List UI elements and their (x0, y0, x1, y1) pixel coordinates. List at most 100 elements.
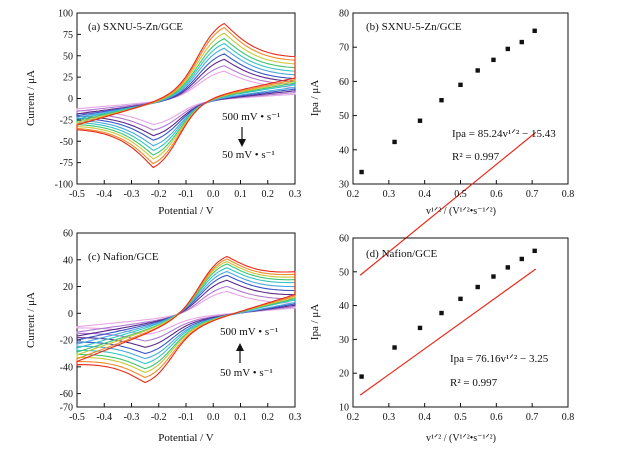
data-point (475, 284, 480, 290)
panel-b-yticks: 30 40 50 60 70 80 (339, 9, 357, 191)
x-tick-label: 0.3 (289, 412, 302, 423)
panel-d-equation: Ipa = 76.16v¹ᐟ² − 3.25 (450, 353, 549, 365)
x-tick-label: 0.1 (234, 412, 247, 423)
x-tick-label: 0.3 (383, 189, 396, 200)
cv-curve-3 (76, 279, 296, 348)
panel-c-xticks: -0.5 -0.4 -0.3 -0.2 -0.1 0.0 0.1 0.2 0.3 (69, 403, 301, 423)
data-point (491, 274, 496, 279)
x-tick-label: -0.5 (69, 189, 85, 200)
panel-d-points (359, 248, 537, 379)
y-tick-label: 60 (339, 77, 349, 88)
panel-b: 0.2 0.3 0.4 0.5 0.6 0.7 0.8 30 40 50 60 70 80 (b) S… (309, 9, 574, 276)
panel-d-xlabel: v¹ᐟ² / (V¹ᐟ²•s⁻¹ᐟ²) (426, 433, 496, 444)
panel-d-ylabel: Ipa / μA (309, 304, 321, 340)
x-tick-label: -0.3 (124, 412, 140, 423)
panel-d-yticks: 10 20 30 40 50 60 (339, 234, 357, 414)
cv-curve-5 (76, 270, 296, 360)
cv-curve-1 (76, 290, 296, 336)
panel-b-equation: Ipa = 85.24v¹ᐟ² − 15.43 (452, 128, 556, 140)
x-tick-label: 0.1 (234, 189, 247, 200)
x-tick-label: 0.6 (490, 189, 503, 200)
data-point (439, 98, 444, 103)
data-point (519, 39, 524, 45)
panel-a: -0.5 -0.4 -0.3 -0.2 -0.1 0.0 0.1 0.2 0.3 -100 -75… (25, 9, 301, 218)
data-point (475, 68, 480, 73)
x-tick-label: 0.3 (289, 189, 302, 200)
x-tick-label: 0.5 (454, 189, 467, 200)
panel-c-title: (c) Nafion/GCE (88, 251, 159, 263)
panel-a-xticks: -0.5 -0.4 -0.3 -0.2 -0.1 0.0 0.1 0.2 0.3 (69, 180, 301, 200)
y-tick-label: 75 (63, 30, 73, 41)
panel-c-annotation-bottom: 50 mV • s⁻¹ (220, 367, 273, 379)
x-tick-label: 0.5 (454, 412, 467, 423)
y-tick-label: 0 (68, 309, 73, 320)
y-tick-label: 10 (339, 403, 349, 414)
panel-d: 0.2 0.3 0.4 0.5 0.6 0.7 0.8 10 20 30 40 50 60 (d) N… (309, 234, 574, 445)
panel-c-xlabel: Potential / V (158, 432, 213, 444)
y-tick-label: 0 (68, 94, 73, 105)
panel-a-yticks: -100 -75 -50 -25 0 25 50 75 100 (55, 9, 81, 191)
cv-curve-7 (76, 263, 296, 370)
data-point (458, 82, 463, 88)
data-point (359, 169, 364, 175)
panel-b-r2: R² = 0.997 (452, 151, 500, 163)
panel-d-title: (d) Nafion/GCE (366, 248, 437, 260)
data-point (505, 46, 510, 52)
x-tick-label: 0.8 (562, 189, 575, 200)
y-tick-label: 20 (63, 282, 73, 293)
y-tick-label: 25 (63, 73, 73, 84)
panel-a-annotation-bottom: 50 mV • s⁻¹ (222, 149, 275, 161)
y-tick-label: -50 (60, 137, 73, 148)
x-tick-label: -0.4 (96, 412, 112, 423)
panel-b-points (359, 28, 537, 175)
x-tick-label: 0.4 (418, 412, 431, 423)
x-tick-label: -0.4 (96, 189, 112, 200)
data-point (392, 139, 397, 145)
data-point (439, 310, 444, 316)
panel-a-curves (76, 22, 296, 169)
data-point (417, 118, 423, 123)
panel-a-title: (a) SXNU-5-Zn/GCE (88, 21, 183, 33)
x-tick-label: 0.2 (262, 412, 275, 423)
panel-a-annotation-top: 500 mV • s⁻¹ (222, 111, 280, 123)
cv-curve-9 (76, 26, 296, 165)
panel-b-xticks: 0.2 0.3 0.4 0.5 0.6 0.7 0.8 (347, 180, 575, 200)
x-tick-label: -0.3 (124, 189, 140, 200)
x-tick-label: 0.6 (490, 412, 503, 423)
cv-curve-10 (76, 255, 296, 384)
y-tick-label: 30 (339, 180, 349, 191)
y-tick-label: 30 (339, 335, 349, 346)
y-tick-label: -60 (60, 389, 73, 400)
y-tick-label: -25 (60, 115, 73, 126)
panel-b-xlabel: v¹ᐟ² / (V¹ᐟ²•s⁻¹ᐟ²) (426, 206, 496, 217)
y-tick-label: 40 (63, 255, 73, 266)
x-tick-label: 0.0 (207, 189, 220, 200)
y-tick-label: 60 (63, 229, 73, 240)
data-point (417, 325, 423, 331)
panel-c-arrow (236, 343, 244, 363)
cv-curve-4 (76, 274, 296, 355)
panel-c-ylabel: Current / μA (25, 292, 37, 348)
panel-c: -0.5 -0.4 -0.3 -0.2 -0.1 0.0 0.1 0.2 0.3 -70-60-… (25, 229, 301, 445)
data-point (505, 265, 510, 270)
data-point (491, 57, 496, 63)
y-tick-label: 50 (339, 111, 349, 122)
x-tick-label: 0.0 (207, 412, 220, 423)
data-point (519, 256, 524, 262)
y-tick-label: 40 (339, 145, 349, 156)
x-tick-label: -0.5 (69, 412, 85, 423)
x-tick-label: -0.1 (178, 412, 194, 423)
panel-a-ylabel: Current / μA (25, 70, 37, 126)
y-tick-label: 100 (58, 9, 73, 20)
y-tick-label: 60 (339, 234, 349, 245)
fit-line (359, 268, 537, 396)
panel-a-xlabel: Potential / V (158, 205, 213, 217)
x-tick-label: 0.2 (262, 189, 275, 200)
y-tick-label: 80 (339, 9, 349, 20)
panel-b-ylabel: Ipa / μA (309, 80, 321, 116)
x-tick-label: 0.8 (562, 412, 575, 423)
y-tick-label: 70 (339, 43, 349, 54)
x-tick-label: 0.7 (526, 412, 539, 423)
x-tick-label: 0.7 (526, 189, 539, 200)
